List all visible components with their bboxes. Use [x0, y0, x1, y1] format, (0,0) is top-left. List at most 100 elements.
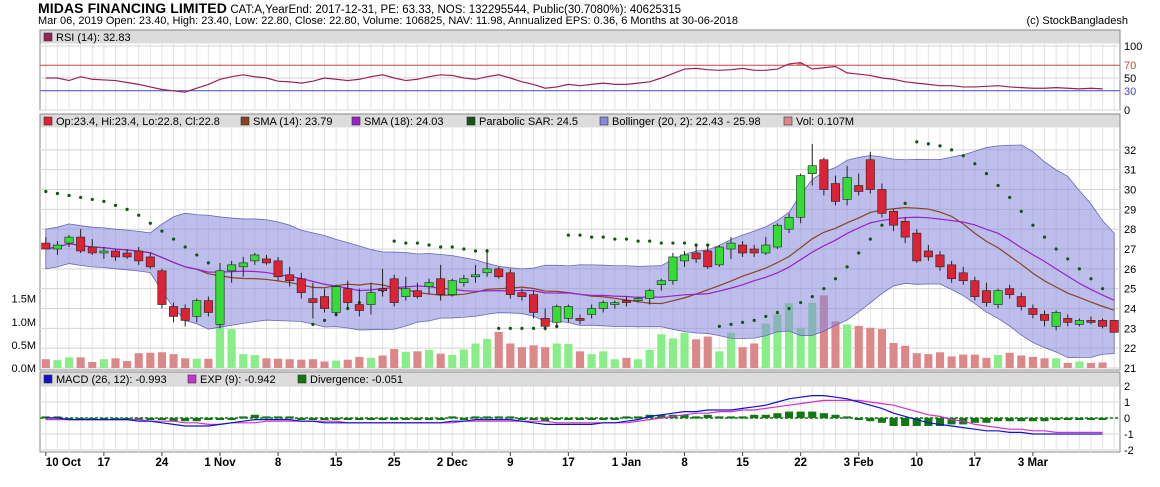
- legend-label: SMA (18): 24.03: [364, 116, 444, 128]
- candle-body: [41, 242, 51, 250]
- legend-swatch: [351, 116, 361, 126]
- sar-dot: [822, 287, 826, 291]
- volume-bar: [610, 359, 619, 368]
- legend-label: Op:23.4, Hi:23.4, Lo:22.8, Cl:22.8: [56, 116, 220, 128]
- divergence-bar: [1005, 418, 1014, 422]
- divergence-bar: [784, 411, 794, 418]
- candle-body: [169, 306, 179, 317]
- volume-bar: [889, 343, 898, 368]
- candle-body: [726, 242, 736, 250]
- volume-bar: [413, 351, 422, 368]
- volume-bar: [634, 359, 643, 368]
- candle-body: [563, 306, 573, 319]
- price-tick-label: 32: [1124, 145, 1136, 157]
- divergence-bar: [285, 416, 294, 419]
- volume-bar: [877, 329, 886, 368]
- candle-body: [1040, 314, 1049, 321]
- divergence-bar: [843, 416, 852, 419]
- divergence-bar: [308, 418, 317, 420]
- sar-dot: [566, 233, 570, 237]
- candle-body: [1063, 318, 1073, 323]
- candle-body: [958, 272, 968, 282]
- volume-bar: [1040, 358, 1049, 368]
- sar-dot: [137, 213, 141, 217]
- candle-body: [610, 302, 620, 305]
- divergence-bar: [750, 414, 759, 418]
- rsi-level-70-label: 70: [1124, 60, 1136, 72]
- volume-bar: [99, 359, 108, 368]
- sar-dot: [1054, 247, 1058, 251]
- candle-body: [947, 264, 957, 280]
- candle-body: [180, 308, 190, 321]
- volume-bar: [506, 343, 515, 368]
- macd-tick-label: 0: [1124, 413, 1130, 425]
- candle-body: [424, 282, 434, 287]
- legend-label: Vol: 0.107M: [796, 116, 854, 128]
- divergence-bar: [726, 416, 736, 419]
- sar-dot: [926, 142, 930, 146]
- divergence-bar: [994, 418, 1003, 422]
- sar-dot: [67, 193, 71, 198]
- volume-bar: [1086, 362, 1096, 368]
- volume-bar: [448, 355, 457, 368]
- price-tick-label: 27: [1124, 244, 1136, 256]
- volume-bar: [436, 353, 445, 368]
- sar-dot: [984, 172, 989, 176]
- candle-body: [540, 318, 550, 327]
- company-info: CAT:A,YearEnd: 2017-12-31, PE: 63.33, NO…: [230, 4, 682, 16]
- legend-label: SMA (14): 23.79: [253, 116, 333, 128]
- divergence-bar: [378, 418, 387, 420]
- price-tick-label: 22: [1124, 343, 1136, 355]
- candle-body: [517, 292, 527, 297]
- candle-body: [819, 159, 829, 190]
- volume-bar: [715, 351, 724, 368]
- volume-bar: [1063, 362, 1072, 368]
- sar-dot: [311, 322, 315, 326]
- divergence-bar: [424, 418, 434, 420]
- candle-body: [714, 246, 724, 266]
- price-tick-label: 24: [1124, 304, 1136, 316]
- divergence-bar: [192, 418, 201, 422]
- volume-bar: [784, 303, 794, 368]
- volume-bar: [308, 359, 317, 368]
- copyright-notice: (c) StockBangladesh: [1026, 15, 1129, 27]
- sar-dot: [473, 249, 478, 253]
- divergence-bar: [1052, 418, 1061, 420]
- divergence-bar: [657, 414, 666, 418]
- divergence-bar: [541, 418, 550, 422]
- sar-dot: [1008, 195, 1012, 200]
- sar-dot: [1100, 287, 1105, 291]
- volume-tick-label: 0.5M: [12, 340, 36, 352]
- divergence-bar: [483, 416, 492, 419]
- candle-body: [749, 248, 759, 254]
- volume-bar: [1098, 362, 1107, 368]
- sar-dot: [125, 207, 129, 211]
- divergence-bar: [239, 416, 248, 419]
- candle-body: [970, 280, 980, 297]
- sar-dot: [717, 324, 721, 328]
- volume-bar: [297, 359, 306, 368]
- volume-bar: [111, 358, 120, 368]
- volume-bar: [819, 295, 828, 368]
- sar-dot: [462, 247, 466, 251]
- x-tick-label: 10: [910, 457, 923, 469]
- volume-bar: [343, 359, 352, 368]
- candle-body: [772, 224, 782, 248]
- x-tick-label: 8: [275, 457, 282, 469]
- volume-bar: [227, 329, 236, 368]
- divergence-bar: [401, 418, 410, 420]
- candle-body: [64, 236, 74, 244]
- sar-dot: [590, 235, 594, 239]
- candle-body: [215, 270, 225, 325]
- x-tick-label: 17: [97, 457, 110, 469]
- candle-body: [238, 262, 248, 268]
- divergence-bar: [634, 416, 643, 419]
- divergence-bar: [575, 418, 585, 420]
- legend-swatch: [466, 116, 476, 126]
- divergence-bar: [854, 418, 863, 420]
- sar-dot: [497, 326, 501, 330]
- sar-dot: [206, 261, 210, 265]
- sar-dot: [706, 243, 710, 247]
- volume-bar: [134, 353, 143, 368]
